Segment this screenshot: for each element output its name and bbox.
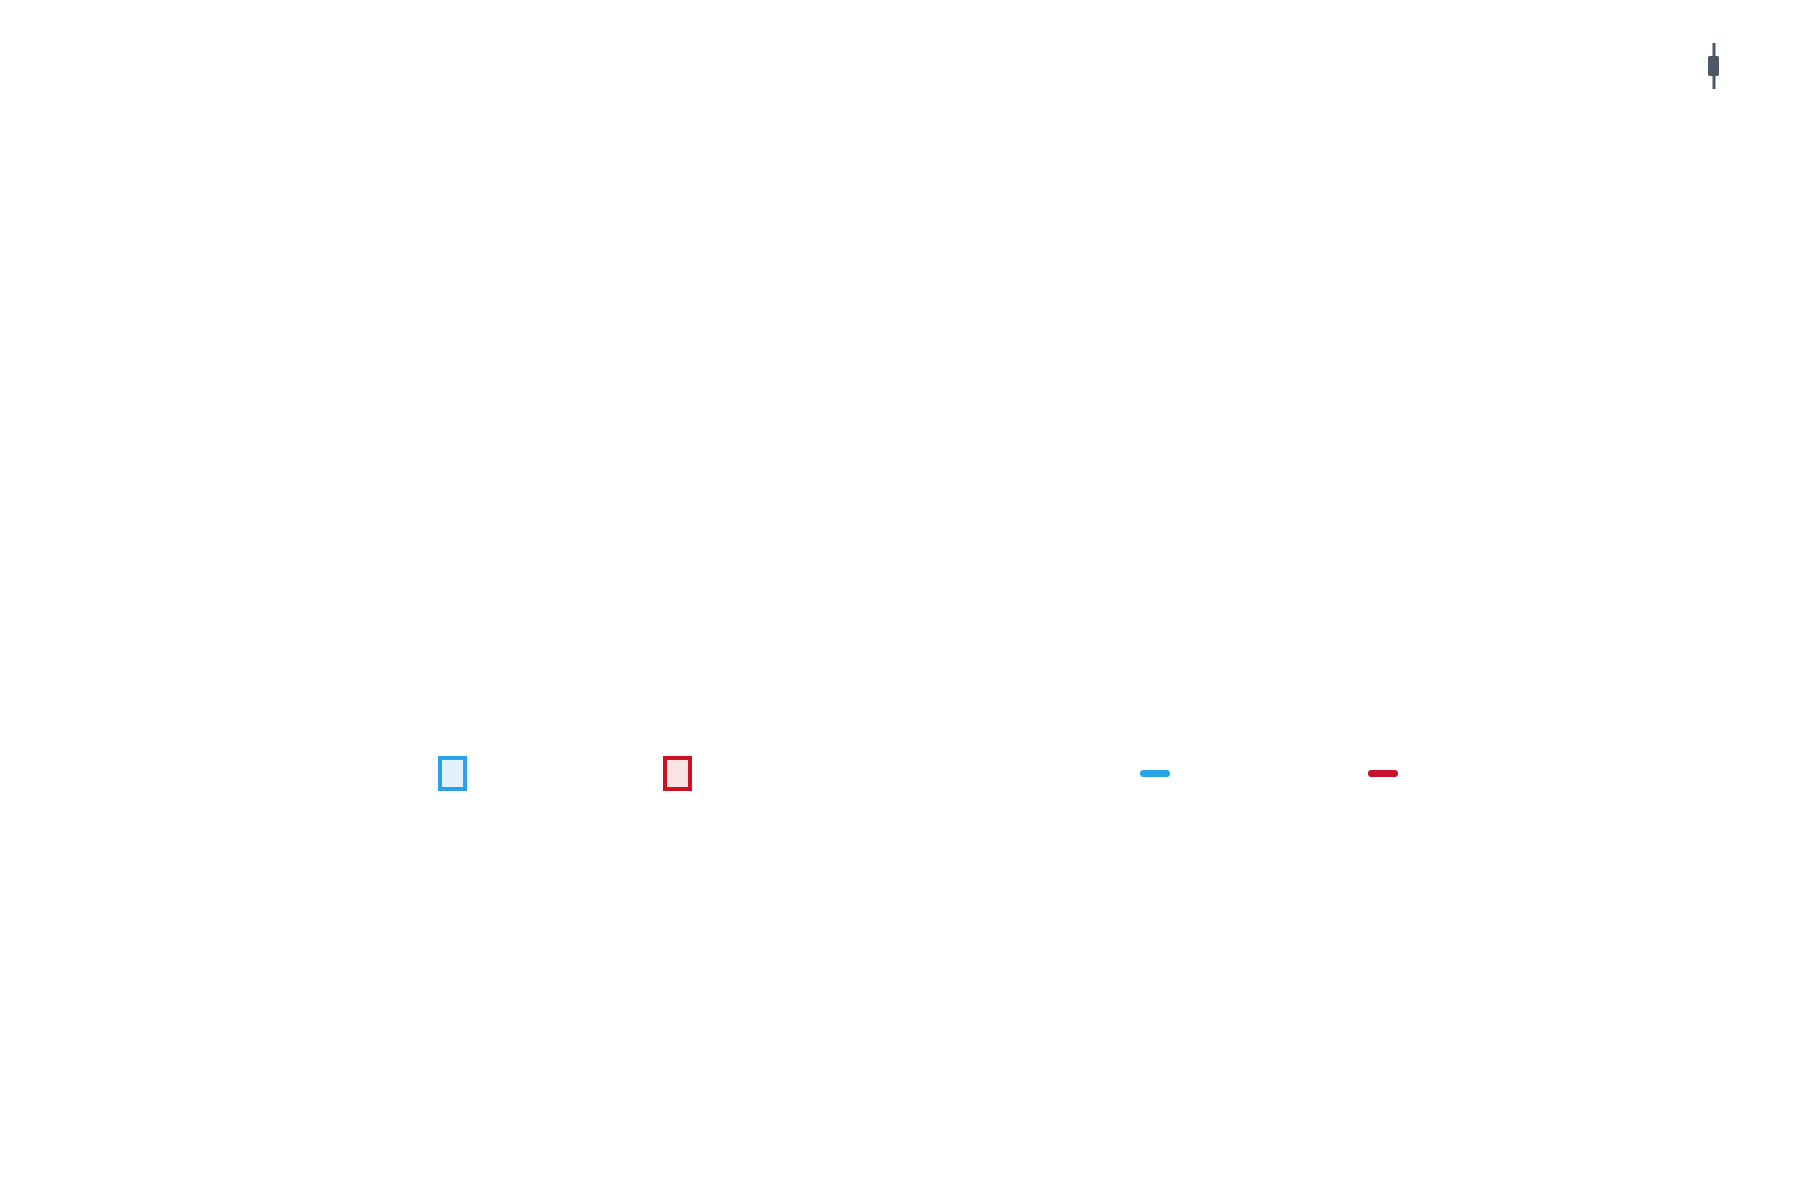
candlestick-icon — [1707, 50, 1720, 82]
dailyfx-logo — [1704, 44, 1730, 117]
provided-by-line — [1704, 90, 1730, 117]
dailyfx-logo-wordmark — [1704, 44, 1730, 88]
legend-pct-net-short — [663, 755, 700, 791]
legend-num-net-short — [1368, 756, 1408, 790]
net-long-swatch-icon — [438, 755, 467, 791]
legend-pct-net-long — [438, 755, 475, 791]
legend-num-net-long — [1140, 756, 1180, 790]
net-short-swatch-icon — [663, 755, 692, 791]
net-long-line-icon — [1140, 769, 1170, 777]
net-short-line-icon — [1368, 769, 1398, 777]
